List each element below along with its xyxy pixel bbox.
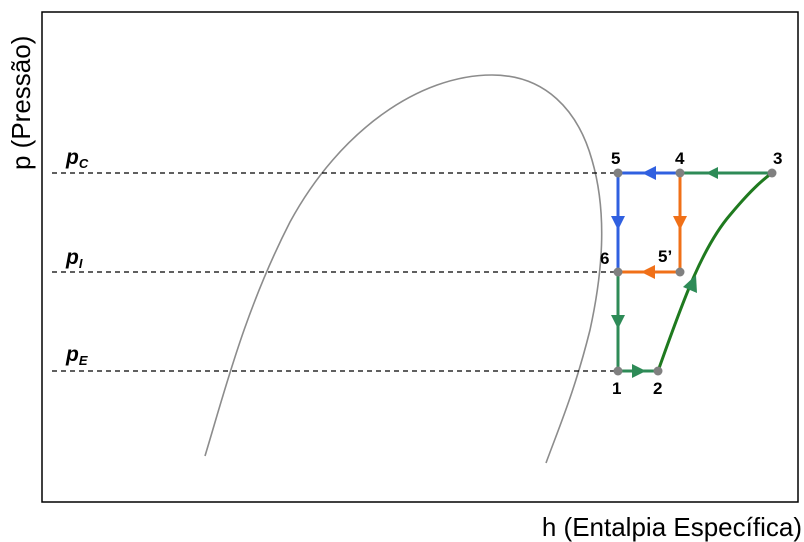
state-point-3 bbox=[767, 168, 777, 178]
point-label-5prime: 5’ bbox=[658, 247, 672, 266]
arrow-5-to-6 bbox=[611, 216, 625, 230]
point-label-5: 5 bbox=[611, 149, 620, 168]
state-point-4 bbox=[675, 168, 685, 178]
compression-curve-2-to-3 bbox=[656, 171, 773, 372]
state-point-6 bbox=[613, 267, 623, 277]
arrow-3-to-4 bbox=[706, 167, 718, 179]
pressure-label-pc: pC bbox=[65, 146, 89, 171]
point-label-2: 2 bbox=[653, 379, 662, 398]
state-point-2 bbox=[653, 366, 663, 376]
pressure-label-pi: pI bbox=[65, 246, 83, 271]
point-label-4: 4 bbox=[675, 149, 685, 168]
pressure-label-pe: pE bbox=[65, 343, 88, 368]
arrow-2-to-3 bbox=[683, 275, 697, 293]
point-label-3: 3 bbox=[773, 149, 782, 168]
arrow-6-to-1 bbox=[611, 315, 625, 329]
y-axis-label: p (Pressão) bbox=[6, 36, 36, 170]
plot-frame bbox=[41, 11, 799, 503]
arrow-4-to-5 bbox=[642, 166, 656, 180]
arrow-4-to-5prime bbox=[673, 216, 687, 230]
x-axis-label: h (Entalpia Específica) bbox=[542, 512, 802, 542]
state-point-1 bbox=[613, 366, 623, 376]
state-point-5prime bbox=[675, 267, 685, 277]
arrow-1-to-2 bbox=[632, 364, 646, 378]
state-point-5 bbox=[613, 168, 623, 178]
arrow-5prime-to-6 bbox=[641, 265, 655, 279]
point-label-1: 1 bbox=[612, 379, 621, 398]
point-label-6: 6 bbox=[600, 249, 609, 268]
saturation-dome bbox=[204, 74, 603, 464]
